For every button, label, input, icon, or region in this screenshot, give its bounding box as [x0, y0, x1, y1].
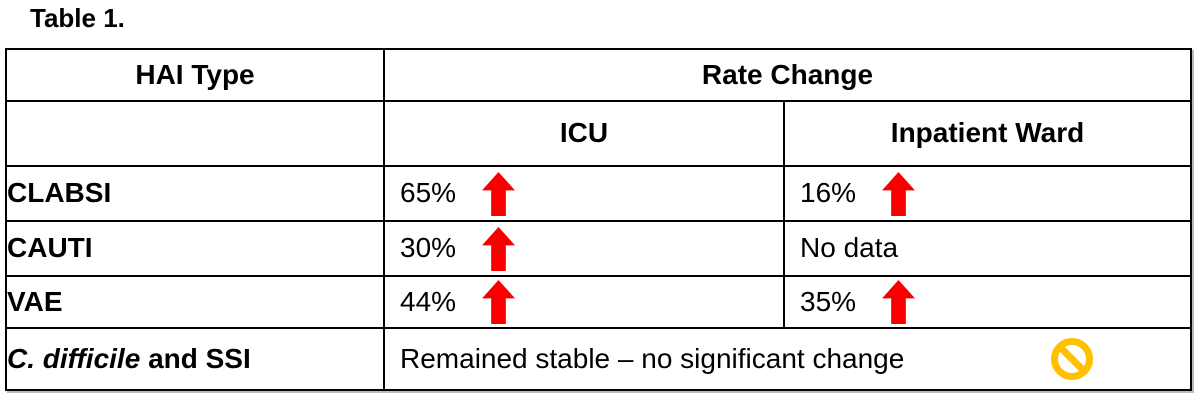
no-symbol-icon: [1050, 336, 1094, 382]
icu-value-cell: 65%: [385, 171, 783, 216]
table-caption: Table 1.: [30, 3, 125, 33]
up-arrow-icon: [482, 171, 516, 216]
ward-value-cell: No data: [785, 232, 1190, 264]
hai-name-cell: C. difficile and SSI: [5, 327, 385, 391]
header-row-1: HAI Type Rate Change: [5, 48, 1192, 102]
footer-note-text: Remained stable – no significant change: [400, 342, 905, 374]
rate-value: No data: [800, 232, 899, 264]
up-arrow-icon: [882, 280, 916, 324]
hai-name-cell: CLABSI: [5, 165, 385, 222]
header-cell-inpatient-ward: Inpatient Ward: [783, 100, 1192, 167]
header-cell-hai-type: HAI Type: [5, 48, 385, 102]
rate-value: 16%: [800, 177, 857, 209]
up-arrow-icon: [482, 280, 516, 324]
table-row-vae: VAE 44% 35%: [5, 275, 1192, 329]
ward-value-cell: 35%: [785, 280, 1190, 324]
up-arrow-icon: [882, 171, 916, 216]
rate-value: 30%: [400, 232, 457, 264]
footer-note-cell: Remained stable – no significant change: [385, 336, 1190, 382]
rate-value: 65%: [400, 177, 457, 209]
table-row-clabsi: CLABSI 65% 16%: [5, 165, 1192, 222]
header-cell-empty: [5, 100, 385, 167]
hai-name-italic: C. difficile: [7, 342, 141, 374]
table-row-cauti: CAUTI 30% No data: [5, 220, 1192, 277]
table-row-cdiff-ssi: C. difficile and SSI Remained stable – n…: [5, 327, 1192, 391]
rate-value: 44%: [400, 285, 457, 317]
hai-name-rest: and SSI: [140, 342, 251, 374]
rate-value: 35%: [800, 285, 857, 317]
hai-name-cell: CAUTI: [5, 220, 385, 277]
header-cell-rate-change: Rate Change: [383, 48, 1192, 102]
header-row-2: ICU Inpatient Ward: [5, 100, 1192, 167]
header-cell-icu: ICU: [383, 100, 785, 167]
icu-value-cell: 44%: [385, 280, 783, 324]
hai-name-cell: VAE: [5, 275, 385, 329]
hai-rate-change-table: HAI Type Rate Change ICU Inpatient Ward …: [5, 48, 1192, 391]
ward-value-cell: 16%: [785, 171, 1190, 216]
icu-value-cell: 30%: [385, 226, 783, 271]
up-arrow-icon: [482, 226, 516, 271]
